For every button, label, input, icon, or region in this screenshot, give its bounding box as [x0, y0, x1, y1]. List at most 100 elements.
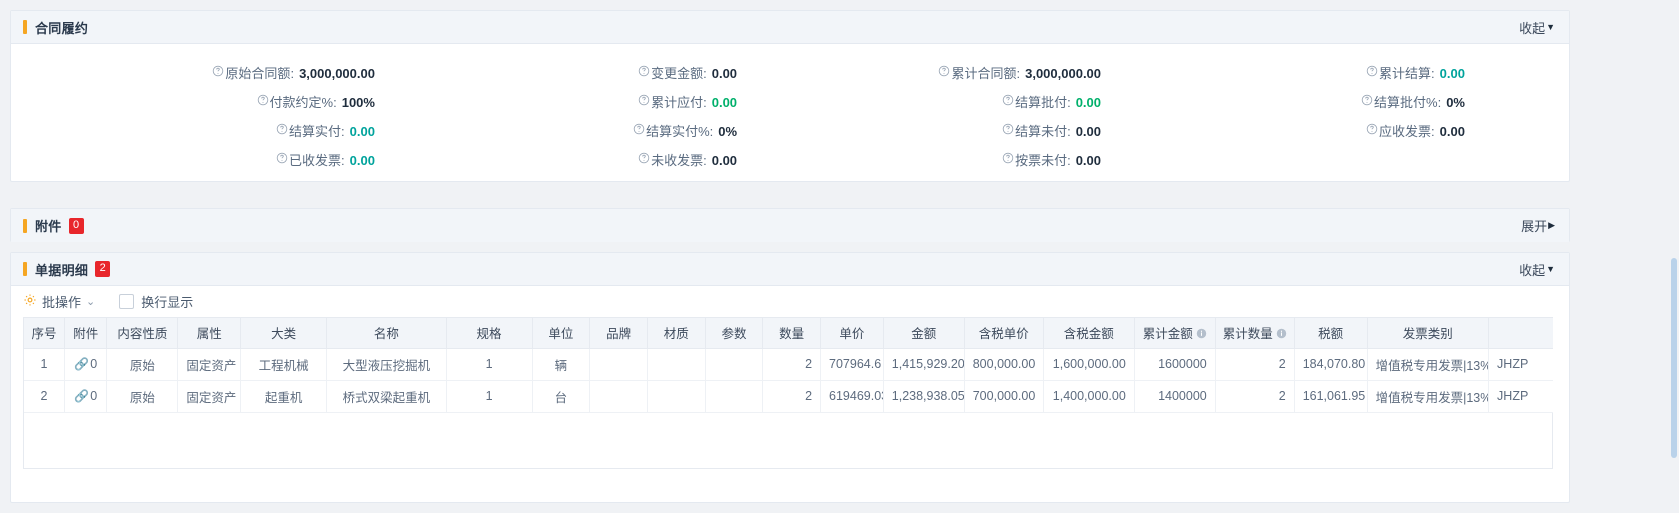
wrap-display-checkbox[interactable]: 换行显示 — [119, 292, 193, 311]
column-header-category[interactable]: 大类 — [240, 318, 328, 349]
batch-operation-button[interactable]: 批操作 ⌄ — [23, 292, 95, 311]
column-header-tax_price[interactable]: 含税单价 — [964, 318, 1044, 349]
column-header-label: 单价 — [839, 327, 865, 342]
help-icon[interactable] — [276, 152, 288, 164]
cell-brand[interactable] — [589, 380, 648, 413]
column-header-material[interactable]: 材质 — [647, 318, 706, 349]
table-row[interactable]: 1 🔗0 原始 固定资产 工程机械 大型液压挖掘机 1 辆 2 707964.6 1,415,929… — [24, 348, 1553, 381]
paperclip-icon[interactable]: 🔗 — [74, 357, 90, 371]
cell-unit[interactable]: 辆 — [532, 348, 591, 381]
column-header-qty[interactable]: 数量 — [762, 318, 822, 349]
column-header-amount[interactable]: 金额 — [883, 318, 965, 349]
column-header-attr[interactable]: 属性 — [177, 318, 242, 349]
help-icon[interactable] — [1002, 152, 1014, 164]
help-icon[interactable] — [638, 94, 650, 106]
cell-unit[interactable]: 台 — [532, 380, 591, 413]
cell-invoice[interactable]: 增值税专用发票|13% — [1367, 348, 1490, 381]
cell-invoice[interactable]: 增值税专用发票|13% — [1367, 380, 1490, 413]
column-header-tax_amount[interactable]: 含税金额 — [1043, 318, 1135, 349]
help-icon[interactable] — [212, 65, 224, 77]
info-icon[interactable] — [1276, 328, 1287, 339]
cell-qty[interactable]: 2 — [762, 380, 822, 413]
cell-amount[interactable]: 1,415,929.20 — [883, 348, 965, 381]
detail-toolbar: 批操作 ⌄ 换行显示 — [11, 286, 1569, 317]
help-icon[interactable] — [638, 152, 650, 164]
cell-nature[interactable]: 原始 — [106, 380, 179, 413]
cell-amount[interactable]: 1,238,938.05 — [883, 380, 965, 413]
help-icon[interactable] — [276, 123, 288, 135]
column-header-brand[interactable]: 品牌 — [589, 318, 648, 349]
column-header-param[interactable]: 参数 — [705, 318, 764, 349]
cell-acc_amount[interactable]: 1600000 — [1134, 348, 1216, 381]
cell-name[interactable]: 桥式双梁起重机 — [326, 380, 447, 413]
column-header-acc_qty[interactable]: 累计数量 — [1215, 318, 1295, 349]
help-icon[interactable] — [1366, 123, 1378, 135]
summary-field-label: 应收发票 — [1379, 124, 1432, 139]
help-icon[interactable] — [1002, 123, 1014, 135]
cell-material[interactable] — [647, 380, 706, 413]
summary-field-colon: : — [1431, 66, 1435, 81]
help-icon[interactable] — [638, 65, 650, 77]
caret-down-icon: ▼ — [1546, 21, 1555, 32]
column-header-label: 属性 — [196, 327, 222, 342]
help-icon[interactable] — [257, 94, 269, 106]
detail-collapse-toggle[interactable]: 收起 ▼ — [1519, 260, 1555, 279]
cell-price[interactable]: 707964.6 — [820, 348, 884, 381]
cell-param[interactable] — [705, 380, 764, 413]
column-header-seq[interactable]: 序号 — [24, 318, 65, 349]
help-icon[interactable] — [633, 123, 645, 135]
cell-brand[interactable] — [589, 348, 648, 381]
cell-name[interactable]: 大型液压挖掘机 — [326, 348, 447, 381]
cell-attach[interactable]: 🔗0 — [64, 348, 108, 381]
detail-table-scroll[interactable]: 序号 附件 内容性质 属性 大类 名称 规格 单位 品牌 材质 参数 数量 单价 金额 含税单价 含税金额 累计… — [23, 317, 1553, 413]
cell-source[interactable]: JHZP — [1488, 348, 1553, 381]
cell-param[interactable] — [705, 348, 764, 381]
paperclip-icon[interactable]: 🔗 — [74, 389, 90, 403]
cell-category[interactable]: 起重机 — [240, 380, 328, 413]
cell-category[interactable]: 工程机械 — [240, 348, 328, 381]
cell-acc_qty[interactable]: 2 — [1215, 380, 1295, 413]
cell-tax_amount[interactable]: 1,600,000.00 — [1043, 348, 1135, 381]
column-header-source[interactable]: 资 — [1488, 318, 1553, 349]
column-header-attach[interactable]: 附件 — [64, 318, 108, 349]
cell-spec[interactable]: 1 — [446, 380, 533, 413]
column-header-tax[interactable]: 税额 — [1294, 318, 1368, 349]
cell-source[interactable]: JHZP — [1488, 380, 1553, 413]
table-row[interactable]: 2 🔗0 原始 固定资产 起重机 桥式双梁起重机 1 台 2 619469.03 1,238,938… — [24, 380, 1553, 413]
column-header-invoice[interactable]: 发票类别 — [1367, 318, 1490, 349]
cell-qty[interactable]: 2 — [762, 348, 822, 381]
attachment-panel-header: 附件 0 展开 ▶ — [11, 209, 1569, 242]
cell-tax_price[interactable]: 700,000.00 — [964, 380, 1044, 413]
contract-collapse-toggle[interactable]: 收起 ▼ — [1519, 18, 1555, 37]
cell-attr[interactable]: 固定资产 — [177, 380, 242, 413]
vertical-scrollbar-thumb[interactable] — [1671, 258, 1677, 458]
summary-field-原始合同额: 原始合同额:3,000,000.00 — [11, 63, 375, 82]
column-header-unit[interactable]: 单位 — [532, 318, 591, 349]
cell-spec[interactable]: 1 — [446, 348, 533, 381]
cell-attr[interactable]: 固定资产 — [177, 348, 242, 381]
cell-acc_qty[interactable]: 2 — [1215, 348, 1295, 381]
attachment-expand-toggle[interactable]: 展开 ▶ — [1521, 216, 1555, 235]
cell-acc_amount[interactable]: 1400000 — [1134, 380, 1216, 413]
help-icon[interactable] — [1002, 94, 1014, 106]
cell-tax_amount[interactable]: 1,400,000.00 — [1043, 380, 1135, 413]
cell-attach[interactable]: 🔗0 — [64, 380, 108, 413]
column-header-name[interactable]: 名称 — [326, 318, 447, 349]
help-icon[interactable] — [938, 65, 950, 77]
column-header-price[interactable]: 单价 — [820, 318, 884, 349]
cell-tax[interactable]: 184,070.80 — [1294, 348, 1368, 381]
cell-material[interactable] — [647, 348, 706, 381]
cell-tax[interactable]: 161,061.95 — [1294, 380, 1368, 413]
column-header-acc_amount[interactable]: 累计金额 — [1134, 318, 1216, 349]
cell-tax_price[interactable]: 800,000.00 — [964, 348, 1044, 381]
help-icon[interactable] — [1361, 94, 1373, 106]
info-icon[interactable] — [1196, 328, 1207, 339]
column-header-nature[interactable]: 内容性质 — [106, 318, 179, 349]
cell-seq[interactable]: 1 — [24, 348, 65, 381]
column-header-spec[interactable]: 规格 — [446, 318, 533, 349]
cell-nature[interactable]: 原始 — [106, 348, 179, 381]
cell-seq[interactable]: 2 — [24, 380, 65, 413]
cell-price[interactable]: 619469.03 — [820, 380, 884, 413]
summary-field-value: 0.00 — [349, 153, 375, 168]
help-icon[interactable] — [1366, 65, 1378, 77]
